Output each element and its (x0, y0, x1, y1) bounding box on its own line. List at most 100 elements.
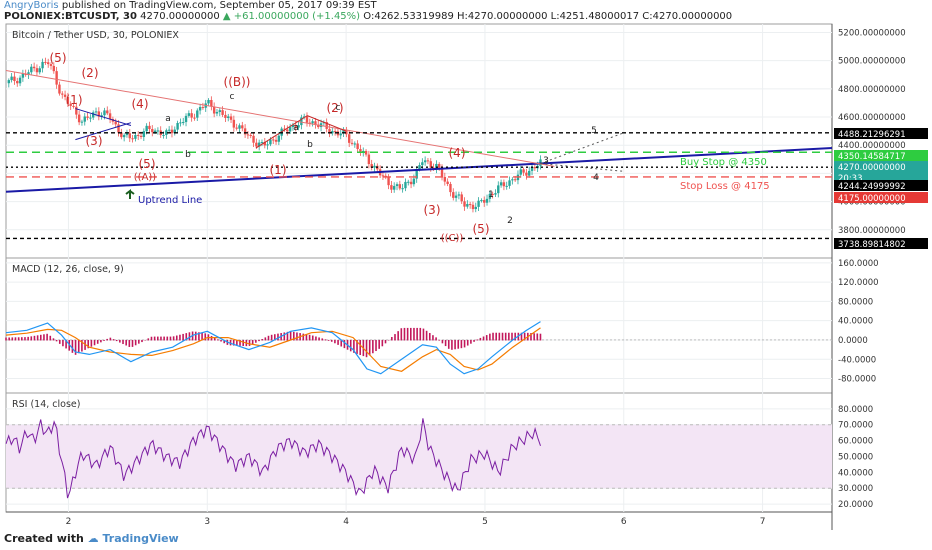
candle-body (513, 179, 517, 181)
candle-body (69, 103, 72, 106)
small-wave-label: c (336, 103, 341, 113)
macd-histogram-bar (24, 337, 26, 341)
price-level-label: 4270.00000000 (838, 163, 906, 173)
candle-body (412, 178, 416, 185)
rsi-pane-title: RSI (14, close) (12, 399, 80, 410)
macd-histogram-bar (473, 339, 475, 342)
macd-histogram-bar (441, 339, 444, 344)
candle-body (212, 106, 216, 114)
macd-histogram-bar (311, 335, 314, 341)
candle-body (528, 170, 531, 176)
buy-stop-label: Buy Stop @ 4350 (680, 157, 767, 168)
candle-body (63, 94, 67, 97)
candle-body (243, 128, 247, 135)
candle-body (364, 150, 368, 155)
macd-histogram-bar (172, 336, 175, 341)
candle-body (89, 117, 92, 119)
macd-histogram-bar (466, 339, 469, 346)
candle-body (18, 77, 22, 84)
candle-body (446, 181, 449, 184)
uptrend-line (5, 147, 833, 193)
price-y-tick: 4800.00000000 (838, 85, 906, 95)
candle-body (187, 113, 191, 116)
macd-histogram-bar (334, 339, 336, 344)
candle-body (224, 114, 227, 118)
candle-body (395, 184, 399, 187)
macd-histogram-bar (258, 339, 260, 342)
candle-body (131, 138, 134, 140)
candle-body (117, 124, 120, 133)
rsi-y-tick: 60.0000 (838, 437, 873, 447)
tradingview-brand[interactable]: TradingView (102, 532, 179, 545)
candle-body (311, 121, 314, 124)
candle-body (179, 122, 182, 124)
candle-body (519, 169, 522, 175)
last-price: 4270.00000000 (140, 11, 220, 22)
macd-histogram-bar (100, 339, 102, 343)
author-link[interactable]: AngryBoris (4, 0, 59, 11)
candle-body (238, 125, 241, 129)
price-level-label-bg (834, 128, 928, 139)
candle-body (148, 125, 151, 129)
candle-body (10, 76, 13, 81)
macd-histogram-bar (368, 339, 371, 356)
arrow-icon (125, 189, 135, 199)
wave-label: (3) (86, 134, 103, 148)
small-wave-label: b (307, 140, 313, 150)
candle-body (134, 134, 137, 139)
candle-body (235, 127, 238, 129)
candle-body (398, 184, 402, 189)
macd-histogram-bar (138, 339, 140, 344)
small-wave-label: 1 (488, 190, 494, 200)
candle-body (508, 180, 511, 186)
candle-body (21, 73, 25, 78)
macd-histogram-bar (460, 339, 463, 349)
macd-histogram-bar (530, 333, 532, 341)
candle-body (198, 107, 202, 111)
macd-histogram-bar (188, 332, 191, 341)
macd-histogram-bar (112, 339, 115, 341)
macd-histogram-bar (198, 332, 200, 341)
macd-histogram-bar (109, 337, 112, 341)
macd-histogram-bar (8, 337, 10, 341)
macd-histogram-bar (36, 335, 39, 341)
macd-histogram-bar (87, 339, 90, 349)
candle-body (139, 135, 143, 138)
macd-histogram-bar (128, 339, 131, 347)
pane-frame (5, 257, 833, 394)
macd-histogram-bar (147, 338, 150, 341)
candle-body (122, 135, 126, 138)
tradingview-icon: ☁ (87, 532, 99, 545)
macd-histogram-bar (422, 328, 425, 341)
macd-histogram-bar (65, 339, 67, 349)
candle-body (246, 134, 250, 136)
candle-body (46, 62, 50, 65)
candle-body (488, 193, 492, 199)
candle-body (176, 122, 179, 130)
macd-histogram-bar (397, 331, 399, 341)
macd-histogram-bar (39, 334, 42, 341)
candle-body (13, 76, 16, 82)
candle-body (120, 132, 123, 138)
wave4-channel-top (75, 108, 132, 126)
macd-histogram-bar (403, 327, 406, 341)
wave-label-A: ((A)) (134, 172, 157, 183)
candle-body (173, 129, 176, 134)
candle-body (483, 200, 486, 203)
price-level-label-bg (834, 238, 928, 249)
macd-histogram-bar (58, 339, 61, 344)
rsi-y-tick: 80.0000 (838, 405, 873, 415)
macd-y-tick: 120.0000 (838, 278, 879, 288)
wave-label: (2) (82, 66, 99, 80)
macd-histogram-bar (337, 339, 339, 345)
candle-body (190, 113, 193, 118)
candle-body (55, 71, 58, 85)
candle-body (274, 139, 278, 142)
x-tick-label: 3 (204, 517, 210, 527)
macd-histogram-bar (470, 339, 472, 344)
candle-body (49, 64, 53, 66)
candle-body (288, 127, 292, 132)
candle-body (452, 192, 455, 198)
macd-histogram-bar (27, 336, 29, 341)
candle-body (421, 162, 424, 166)
